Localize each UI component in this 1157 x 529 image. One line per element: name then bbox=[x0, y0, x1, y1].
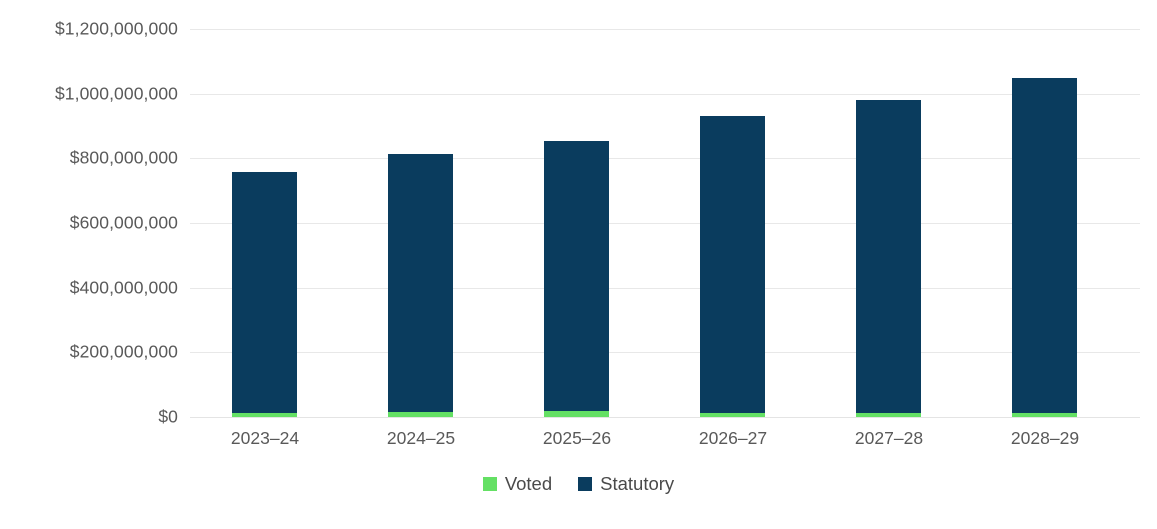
legend-item-statutory[interactable]: Statutory bbox=[578, 473, 674, 495]
y-tick-label: $600,000,000 bbox=[69, 212, 178, 233]
bar-segment-voted[interactable] bbox=[1012, 413, 1077, 417]
y-tick-label: $800,000,000 bbox=[69, 147, 178, 168]
y-axis-tick-labels: $1,200,000,000 $1,000,000,000 $800,000,0… bbox=[0, 0, 178, 529]
y-tick-label: $0 bbox=[158, 406, 178, 427]
gridline bbox=[190, 352, 1140, 353]
chart-legend: Voted Statutory bbox=[0, 473, 1157, 495]
x-tick-label-2023-24: 2023–24 bbox=[230, 428, 300, 448]
y-tick-label: $400,000,000 bbox=[69, 277, 178, 298]
bar-segment-voted[interactable] bbox=[388, 412, 453, 417]
bar-segment-voted[interactable] bbox=[544, 411, 609, 417]
plot-area bbox=[190, 29, 1140, 418]
gridline bbox=[190, 29, 1140, 30]
x-tick-label-2024-25: 2024–25 bbox=[386, 428, 456, 448]
bar-segment-statutory[interactable] bbox=[700, 116, 765, 413]
legend-label-voted: Voted bbox=[504, 473, 553, 494]
y-tick-label: $1,000,000,000 bbox=[54, 83, 178, 104]
x-tick-label-2028-29: 2028–29 bbox=[1010, 428, 1080, 448]
legend-swatch-icon-statutory bbox=[578, 477, 593, 491]
x-tick-label-2025-26: 2025–26 bbox=[542, 428, 612, 448]
axis-baseline bbox=[190, 417, 1140, 418]
bar-segment-statutory[interactable] bbox=[1012, 78, 1077, 413]
x-tick-label-2026-27: 2026–27 bbox=[698, 428, 768, 448]
bar-segment-statutory[interactable] bbox=[232, 172, 297, 413]
bar-segment-voted[interactable] bbox=[232, 413, 297, 417]
x-tick-label-2027-28: 2027–28 bbox=[854, 428, 924, 448]
bar-segment-voted[interactable] bbox=[856, 413, 921, 417]
bar-segment-statutory[interactable] bbox=[856, 100, 921, 413]
bar-segment-statutory[interactable] bbox=[388, 154, 453, 412]
legend-swatch-icon-voted bbox=[482, 477, 497, 491]
gridline bbox=[190, 94, 1140, 95]
bar-segment-voted[interactable] bbox=[700, 413, 765, 417]
y-tick-label: $200,000,000 bbox=[69, 341, 178, 362]
gridline bbox=[190, 158, 1140, 159]
x-axis-tick-labels: 2023–24 2024–25 2025–26 2026–27 2027–28 … bbox=[190, 428, 1140, 456]
bar-segment-statutory[interactable] bbox=[544, 141, 609, 411]
y-tick-label: $1,200,000,000 bbox=[54, 18, 178, 39]
legend-item-voted[interactable]: Voted bbox=[482, 473, 553, 495]
bar-series-container bbox=[190, 29, 1140, 417]
legend-label-statutory: Statutory bbox=[600, 473, 675, 494]
gridline bbox=[190, 288, 1140, 289]
gridline bbox=[190, 223, 1140, 224]
